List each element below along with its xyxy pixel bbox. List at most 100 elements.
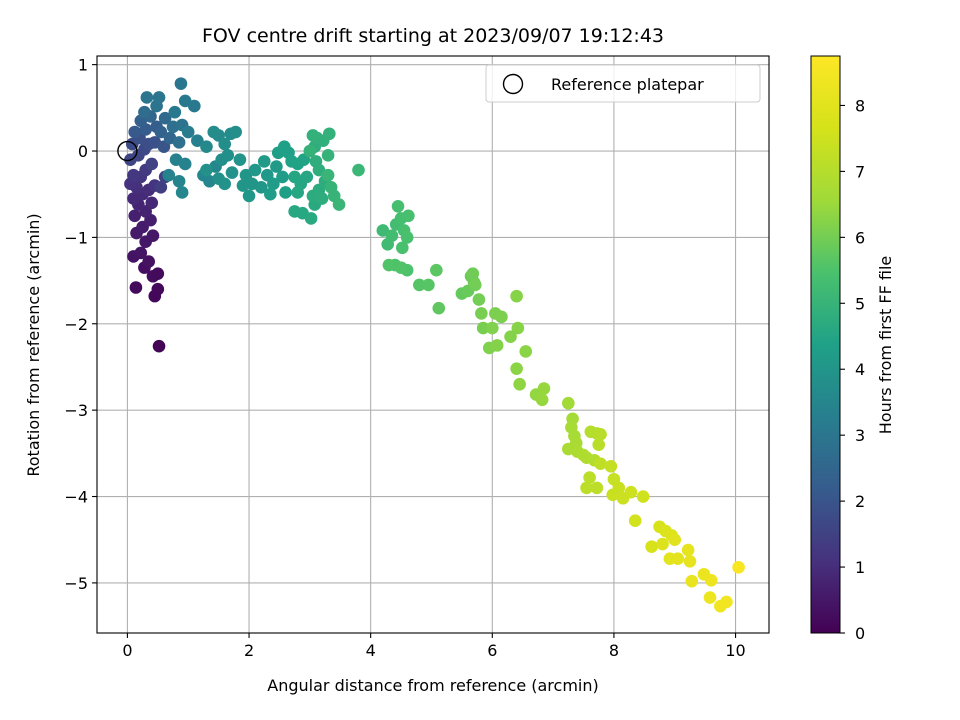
data-point — [140, 91, 154, 104]
data-point — [495, 310, 508, 324]
data-point — [152, 91, 166, 104]
data-point — [592, 438, 606, 451]
data-point — [732, 561, 745, 574]
data-point — [395, 241, 409, 255]
data-point — [129, 281, 143, 294]
data-point — [128, 125, 142, 139]
colorbar-tick-label: 4 — [855, 360, 865, 379]
data-point — [128, 209, 142, 223]
data-point — [519, 345, 533, 358]
x-tick-label: 8 — [609, 641, 619, 660]
y-axis-label: Rotation from reference (arcmin) — [24, 213, 43, 476]
data-point — [191, 134, 204, 147]
data-point — [279, 186, 292, 199]
data-point — [490, 339, 504, 352]
legend-marker-icon — [502, 73, 524, 95]
x-tick-label: 2 — [244, 641, 254, 660]
data-point — [510, 289, 523, 303]
data-point — [127, 168, 140, 182]
colorbar-tick-label: 0 — [855, 624, 865, 643]
data-point — [248, 163, 262, 177]
legend-label: Reference platepar — [551, 75, 704, 94]
data-point — [221, 149, 235, 162]
colorbar: 0 1 2 3 4 5 6 7 8 Hours from first FF file — [810, 55, 895, 643]
data-point — [233, 153, 247, 166]
data-point — [382, 258, 396, 272]
data-point — [511, 321, 525, 335]
data-point — [152, 339, 166, 353]
data-point — [472, 293, 486, 306]
x-tick-label: 4 — [366, 641, 376, 660]
data-point — [138, 105, 151, 119]
data-point — [134, 246, 148, 260]
data-point — [276, 170, 289, 184]
data-point — [422, 278, 435, 292]
data-point — [278, 140, 291, 153]
y-tick-label: 0 — [78, 142, 88, 161]
data-point — [172, 174, 186, 188]
data-point — [146, 229, 160, 242]
data-point — [537, 382, 551, 395]
data-point — [485, 321, 499, 335]
colorbar-tick-label: 1 — [855, 558, 865, 577]
y-tick-label: −5 — [64, 574, 88, 593]
data-point — [239, 168, 253, 182]
data-point — [218, 137, 232, 151]
colorbar-tick-label: 7 — [855, 162, 865, 181]
data-point — [323, 127, 336, 141]
y-tick-label: −4 — [64, 488, 88, 507]
data-point — [504, 330, 517, 344]
data-point — [162, 168, 176, 182]
data-point — [720, 595, 733, 609]
data-point — [304, 212, 318, 225]
data-point — [174, 77, 188, 90]
data-point — [151, 282, 165, 296]
y-tick-label: −1 — [64, 228, 88, 247]
data-point — [703, 591, 717, 604]
data-point — [175, 186, 189, 199]
data-point — [300, 170, 314, 184]
data-point — [612, 481, 626, 495]
data-point — [704, 574, 718, 587]
data-point — [178, 157, 192, 171]
colorbar-tick-label: 5 — [855, 294, 865, 313]
x-axis-label: Angular distance from reference (arcmin) — [267, 676, 598, 695]
data-point — [181, 125, 195, 139]
data-point — [352, 163, 365, 177]
data-point — [466, 267, 480, 280]
y-tick-label: −3 — [64, 401, 88, 420]
reference-platepar-marker — [117, 140, 138, 162]
data-point — [218, 177, 232, 191]
data-point — [681, 543, 695, 557]
data-point — [476, 321, 490, 335]
data-point — [430, 263, 443, 277]
data-point — [151, 267, 165, 280]
data-point — [385, 229, 399, 242]
data-point — [267, 177, 280, 191]
data-point — [685, 574, 699, 588]
data-point — [188, 99, 201, 113]
chart-title: FOV centre drift starting at 2023/09/07 … — [202, 25, 664, 47]
colorbar-tick-label: 6 — [855, 228, 865, 247]
data-point — [580, 481, 593, 495]
data-point — [432, 301, 446, 315]
data-point — [594, 457, 607, 471]
data-point — [583, 471, 596, 484]
data-point — [562, 396, 575, 410]
data-point — [200, 163, 213, 177]
colorbar-tick-label: 8 — [855, 96, 865, 115]
data-point — [624, 485, 638, 499]
data-point — [656, 537, 669, 551]
data-point — [391, 199, 405, 213]
data-point — [303, 144, 317, 158]
data-point — [590, 481, 604, 495]
x-tick-label: 6 — [487, 641, 497, 660]
data-point — [594, 428, 607, 441]
data-point — [178, 94, 192, 108]
data-point — [413, 278, 426, 292]
data-points — [124, 77, 745, 613]
data-point — [668, 533, 682, 547]
grid — [97, 56, 769, 633]
colorbar-gradient — [810, 55, 841, 634]
